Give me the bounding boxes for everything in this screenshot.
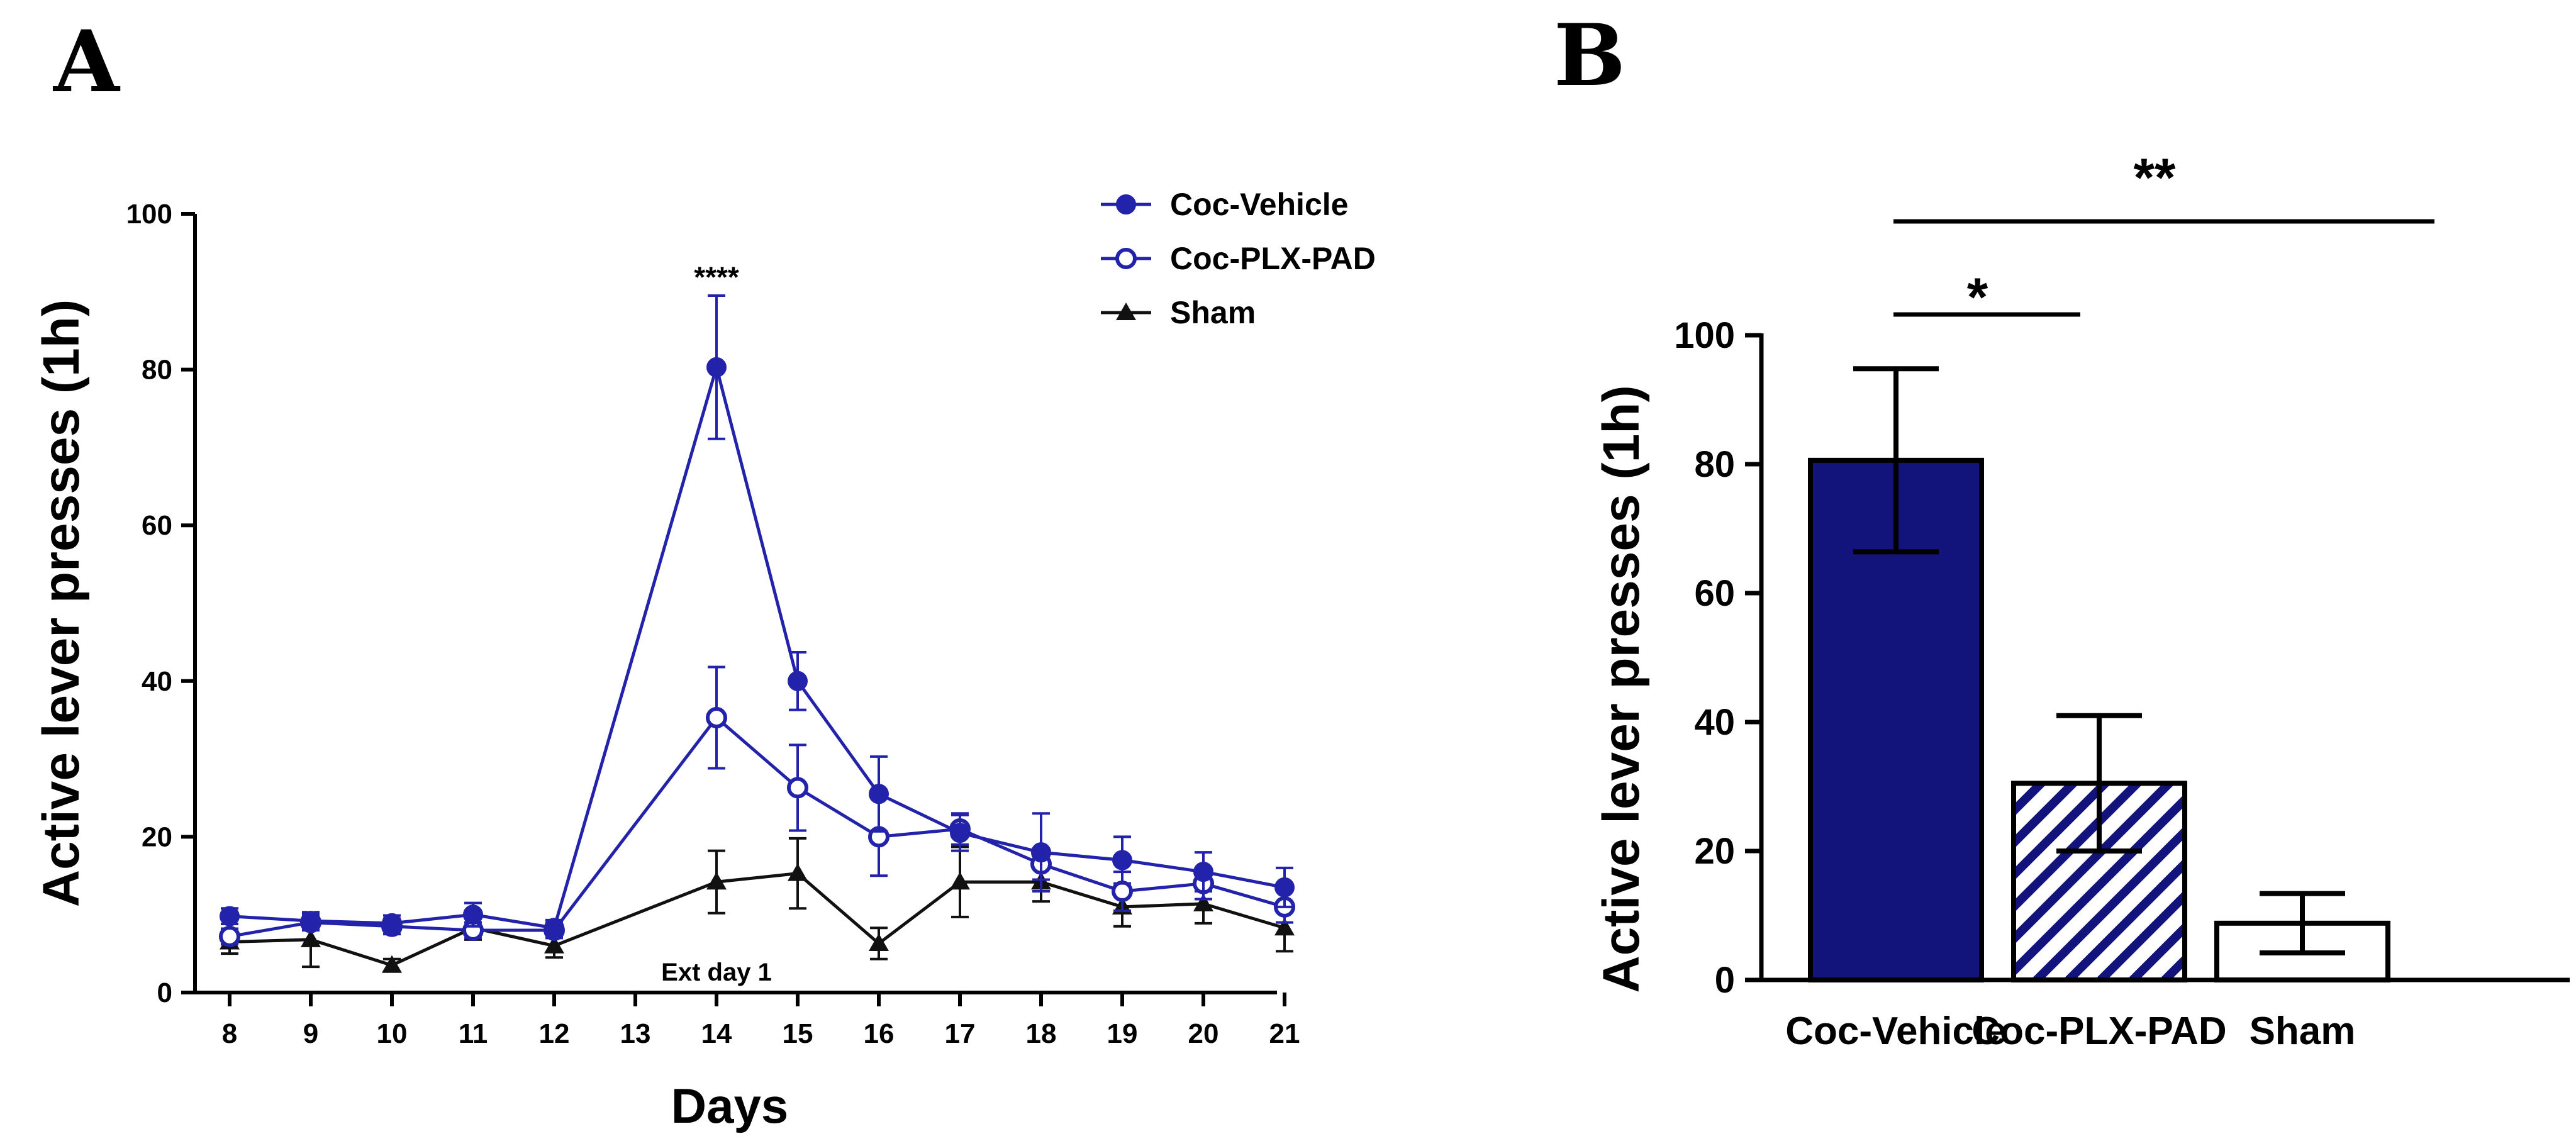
x-category-label: Coc-PLX-PAD bbox=[1971, 1010, 2226, 1053]
data-point bbox=[869, 784, 889, 804]
panel-a-line-chart: 0 20 40 60 80 100 8 9 10 11 12 13 14 15 16 17 18 19 20 21 Ac… bbox=[33, 187, 1376, 1133]
y-tick-label: 40 bbox=[1694, 702, 1735, 743]
data-point bbox=[301, 929, 321, 947]
legend: Coc-Vehicle Coc-PLX-PAD Sham bbox=[1101, 187, 1376, 330]
data-point bbox=[869, 933, 889, 952]
y-tick-label: 80 bbox=[1694, 444, 1735, 485]
x-category-label: Sham bbox=[2250, 1010, 2356, 1053]
x-tick-label: 13 bbox=[620, 1018, 651, 1049]
y-axis-title: Active lever presses (1h) bbox=[1593, 385, 1650, 993]
x-tick-label: 11 bbox=[459, 1018, 488, 1049]
x-axis-title: Days bbox=[671, 1078, 788, 1133]
y-tick-label: 100 bbox=[126, 199, 172, 230]
data-point bbox=[382, 913, 402, 933]
data-point bbox=[544, 918, 564, 938]
y-tick-label: 20 bbox=[142, 821, 172, 852]
x-tick-label: 18 bbox=[1026, 1018, 1057, 1049]
x-tick-label: 19 bbox=[1107, 1018, 1138, 1049]
x-tick-label: 8 bbox=[222, 1018, 237, 1049]
y-tick-label: 80 bbox=[142, 355, 172, 386]
data-point bbox=[1193, 862, 1213, 882]
data-point bbox=[950, 872, 970, 890]
series-line bbox=[229, 361, 1285, 930]
x-tick-label: 9 bbox=[303, 1018, 318, 1049]
x-tick-label: 15 bbox=[783, 1018, 813, 1049]
data-point bbox=[220, 906, 240, 926]
y-tick-label: 40 bbox=[142, 666, 172, 697]
x-tick-label: 16 bbox=[864, 1018, 895, 1049]
y-tick-label: 20 bbox=[1694, 831, 1735, 872]
x-tick-label: 12 bbox=[539, 1018, 570, 1049]
data-point bbox=[301, 911, 321, 932]
y-tick-label: 60 bbox=[1694, 573, 1735, 614]
data-point bbox=[1116, 303, 1136, 320]
data-point bbox=[950, 823, 970, 843]
x-tick-label: 10 bbox=[377, 1018, 408, 1049]
data-point bbox=[1274, 877, 1295, 898]
legend-label: Coc-Vehicle bbox=[1170, 187, 1348, 222]
data-point bbox=[1193, 893, 1213, 911]
data-point bbox=[1274, 918, 1295, 936]
series-line bbox=[229, 715, 1285, 938]
significance-stars: * bbox=[1967, 267, 1988, 328]
series-coc-plx-pad bbox=[219, 665, 1295, 947]
data-point bbox=[706, 872, 727, 890]
data-point bbox=[787, 777, 808, 799]
panel-a-label: A bbox=[52, 11, 121, 111]
y-tick-label: 60 bbox=[142, 510, 172, 541]
significance-annotation: **** bbox=[694, 261, 739, 294]
data-point bbox=[219, 925, 240, 947]
data-point bbox=[788, 670, 808, 691]
data-point bbox=[706, 706, 727, 728]
ext-day-annotation: Ext day 1 bbox=[661, 959, 772, 986]
data-point bbox=[1115, 248, 1137, 269]
panel-b-bar-chart: 0 20 40 60 80 100 Active lever presses (1h) Coc… bbox=[1593, 148, 2570, 1053]
y-tick-label: 0 bbox=[157, 977, 172, 1008]
y-tick-label: 0 bbox=[1715, 960, 1735, 1001]
data-point bbox=[1031, 842, 1051, 863]
x-tick-label: 20 bbox=[1188, 1018, 1219, 1049]
panel-b-label: B bbox=[1554, 5, 1625, 105]
y-tick-label: 100 bbox=[1674, 315, 1735, 356]
y-axis-title: Active lever presses (1h) bbox=[33, 299, 90, 907]
data-point bbox=[463, 904, 483, 925]
data-point bbox=[1112, 881, 1133, 903]
data-point bbox=[382, 955, 402, 973]
x-tick-label: 17 bbox=[945, 1018, 976, 1049]
data-point bbox=[706, 357, 727, 377]
legend-label: Coc-PLX-PAD bbox=[1170, 241, 1376, 276]
x-tick-label: 21 bbox=[1269, 1018, 1300, 1049]
series-sham bbox=[220, 837, 1295, 973]
data-point bbox=[1116, 194, 1136, 214]
significance-stars: ** bbox=[2134, 148, 2176, 208]
x-category-label: Coc-Vehicle bbox=[1785, 1010, 2006, 1053]
data-point bbox=[544, 935, 564, 954]
legend-label: Sham bbox=[1170, 295, 1256, 330]
x-tick-label: 14 bbox=[701, 1018, 732, 1049]
series-coc-vehicle bbox=[220, 294, 1295, 938]
data-point bbox=[788, 863, 808, 881]
data-point bbox=[1112, 850, 1132, 871]
